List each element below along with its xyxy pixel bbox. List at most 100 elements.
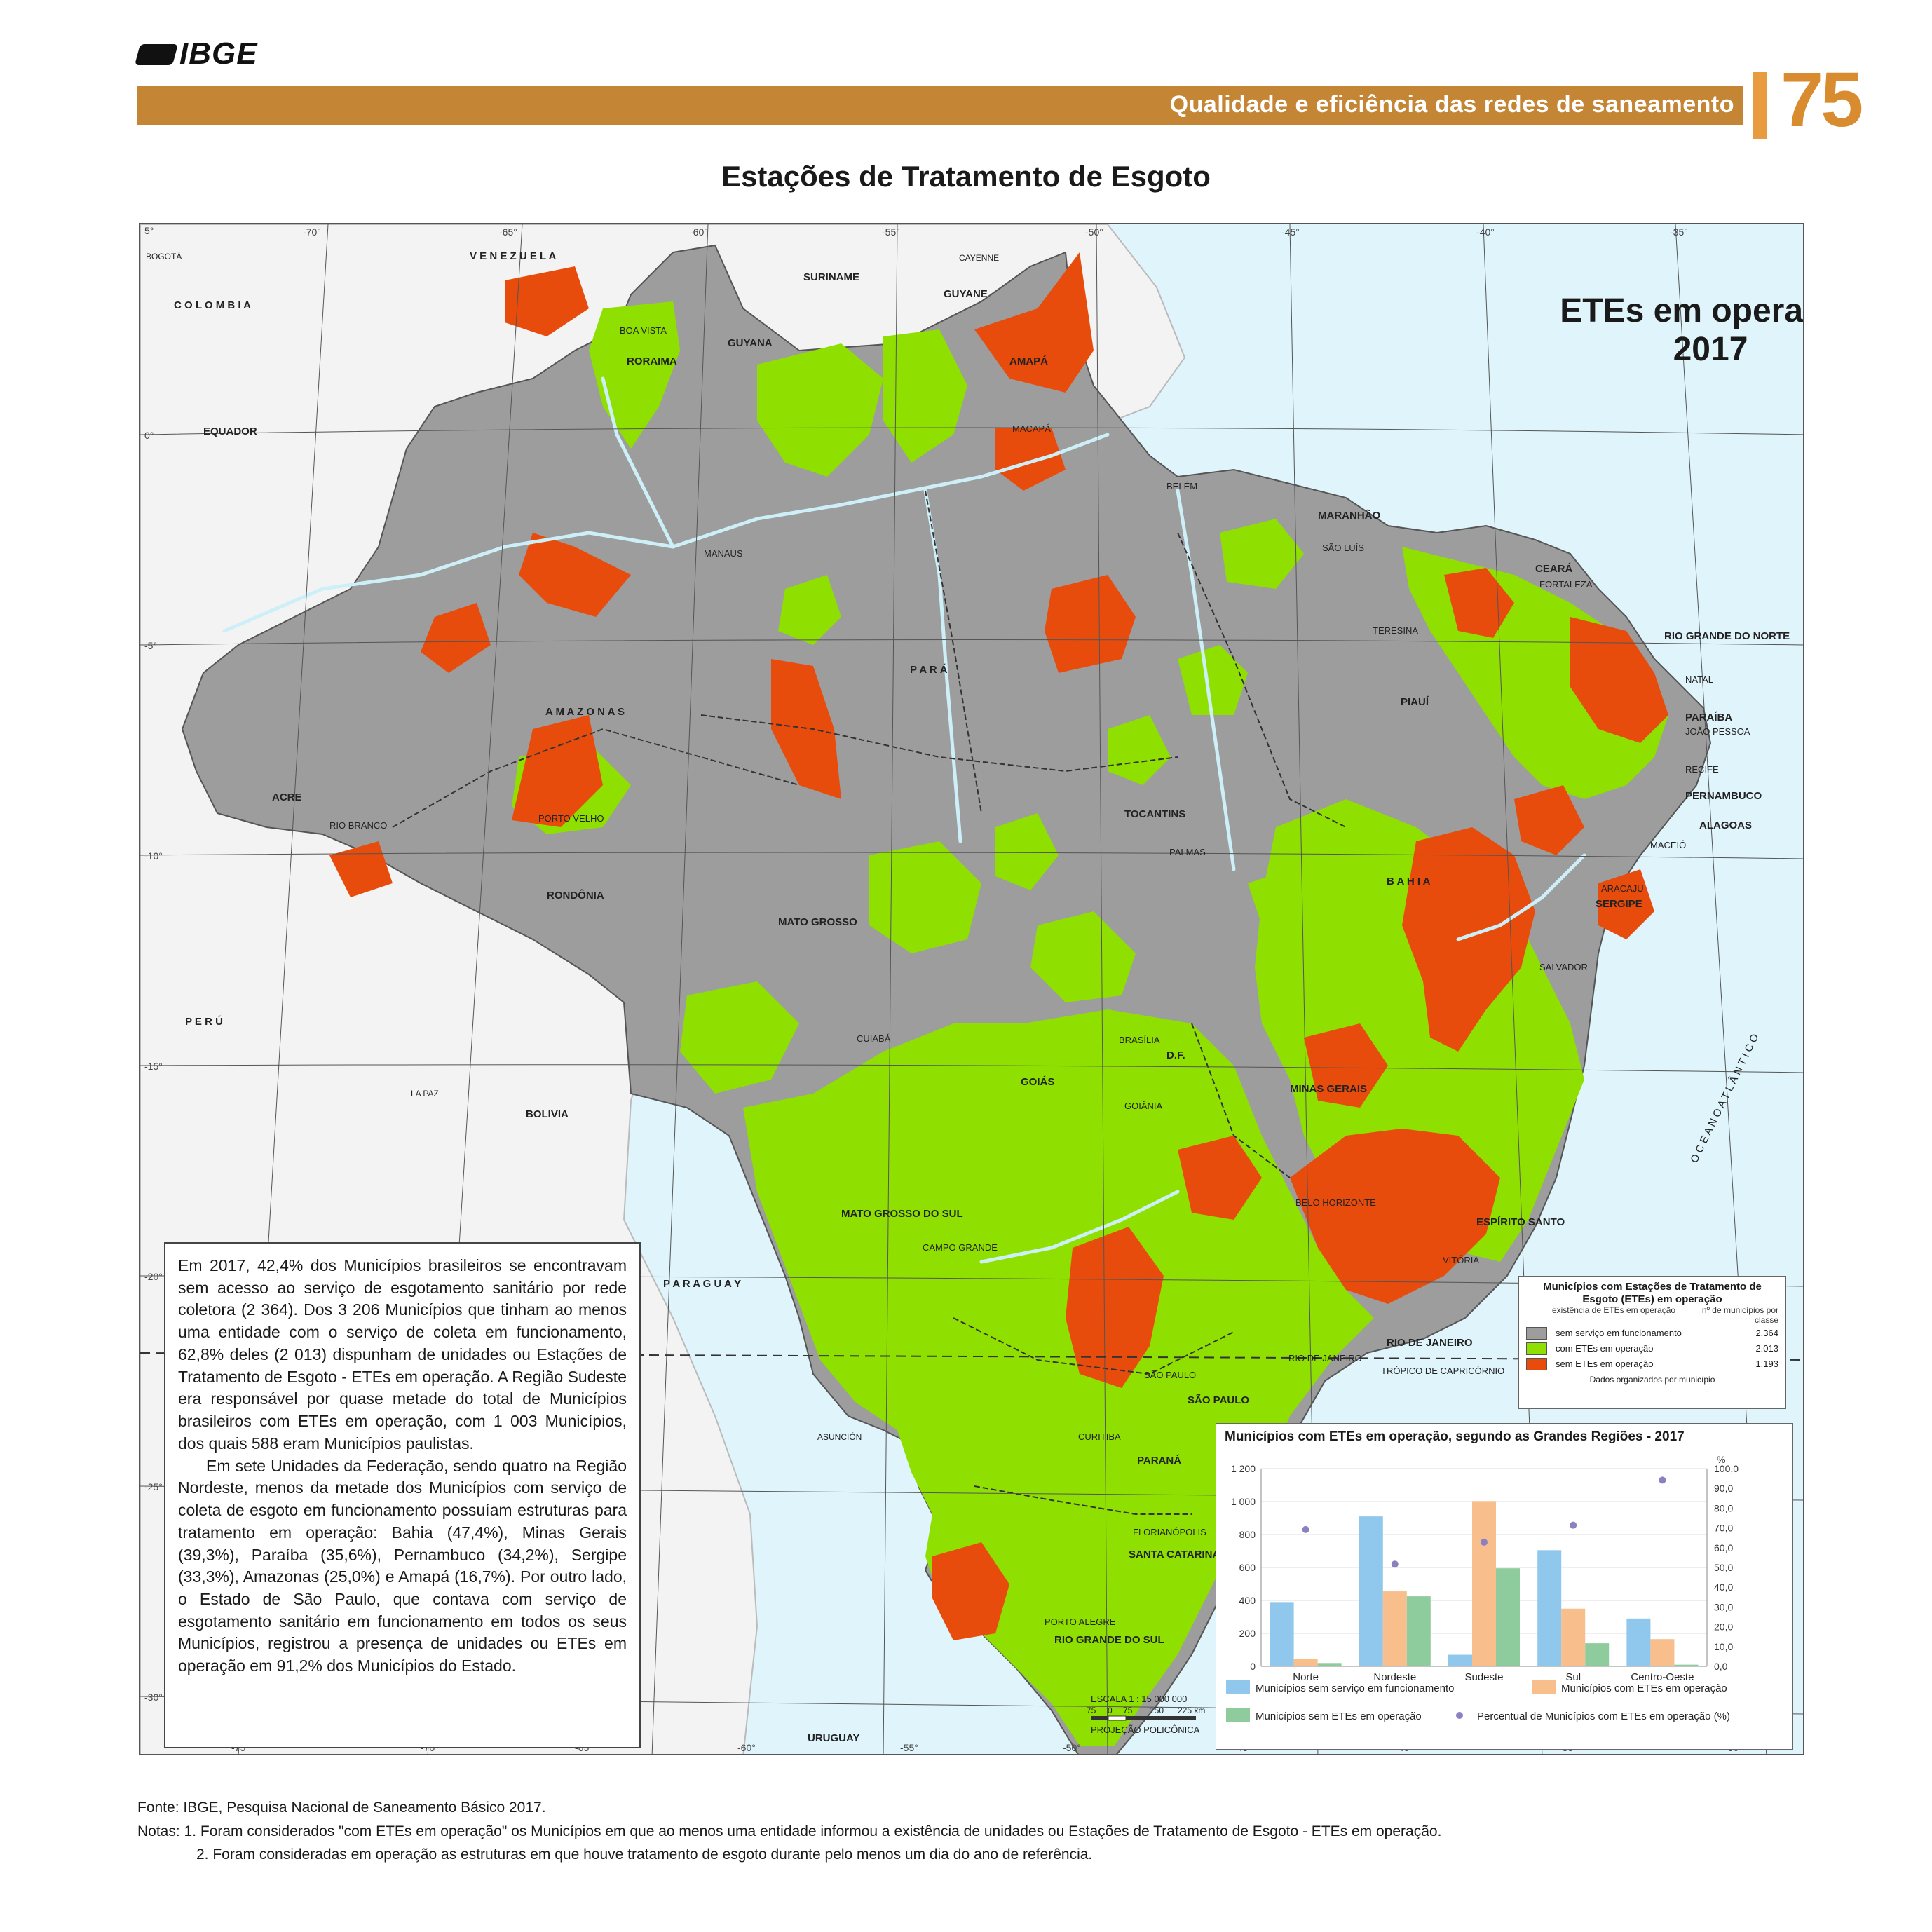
- page-title: Estações de Tratamento de Esgoto: [721, 160, 1211, 193]
- legend-col1-header: existência de ETEs em operação: [1551, 1305, 1676, 1315]
- chart-title: Municípios com ETEs em operação, segundo…: [1225, 1429, 1685, 1444]
- top-lon-label: -40°: [1476, 226, 1495, 238]
- x-category-label: Sudeste: [1464, 1671, 1503, 1683]
- capital-label: VITÓRIA: [1443, 1255, 1479, 1265]
- lat-label: -5°: [144, 640, 157, 651]
- y2-tick-label: 40,0: [1714, 1581, 1733, 1593]
- capital-label: CAMPO GRANDE: [923, 1242, 998, 1253]
- capital-label: NATAL: [1685, 674, 1713, 685]
- country-label: GUYANE: [944, 288, 988, 300]
- lat-label: -20°: [144, 1271, 163, 1282]
- country-label: V E N E Z U E L A: [470, 250, 557, 262]
- legend-item: sem ETEs em operação 1.193: [1526, 1356, 1778, 1372]
- state-label: MATO GROSSO: [778, 916, 857, 928]
- y-tick-label: 800: [1239, 1529, 1256, 1540]
- capital-label: FORTALEZA: [1539, 579, 1593, 590]
- top-lon-label: -70°: [303, 226, 321, 238]
- scale-tick: 75: [1087, 1706, 1096, 1715]
- lat-label: 0°: [144, 430, 154, 441]
- foreign-city-label: BOGOTÁ: [146, 251, 182, 261]
- foreign-city-label: ASUNCIÓN: [817, 1431, 862, 1442]
- capital-label: FLORIANÓPOLIS: [1133, 1527, 1206, 1537]
- page-number: 75: [1781, 57, 1863, 143]
- description-paragraph-2: Em sete Unidades da Federação, sendo qua…: [178, 1456, 627, 1675]
- state-label: RIO GRANDE DO SUL: [1054, 1634, 1164, 1646]
- y-tick-label: 1 000: [1231, 1496, 1256, 1507]
- legend-swatch-gray: [1526, 1326, 1547, 1340]
- x-category-label: Centro-Oeste: [1631, 1671, 1694, 1683]
- description-textbox: Em 2017, 42,4% dos Municípios brasileiro…: [164, 1242, 641, 1748]
- state-label: MATO GROSSO DO SUL: [841, 1208, 963, 1220]
- chart-bar: [1359, 1516, 1383, 1666]
- capital-label: RECIFE: [1685, 764, 1719, 775]
- map-legend: Municípios com Estações de Tratamento de…: [1518, 1276, 1786, 1409]
- lat-label: -10°: [144, 850, 163, 862]
- state-label: RIO GRANDE DO NORTE: [1664, 630, 1790, 642]
- capital-label: CURITIBA: [1078, 1431, 1121, 1442]
- chart-bar: [1448, 1654, 1472, 1666]
- state-label: SANTA CATARINA: [1129, 1549, 1220, 1560]
- chart-bar: [1496, 1568, 1520, 1666]
- map-scale: ESCALA 1 : 15 000 000 75 0 75 150 225 km…: [1087, 1694, 1205, 1735]
- chart-bar: [1650, 1639, 1675, 1666]
- state-label: MINAS GERAIS: [1290, 1083, 1367, 1095]
- state-label: GOIÁS: [1021, 1076, 1054, 1088]
- section-title: Qualidade e eficiência das redes de sane…: [1169, 91, 1734, 118]
- legend-label: com ETEs em operação: [1556, 1343, 1654, 1354]
- lon-label: -60°: [737, 1742, 756, 1753]
- chart-legend-swatch: [1456, 1712, 1463, 1719]
- country-label: URUGUAY: [808, 1732, 859, 1744]
- country-label: EQUADOR: [203, 426, 257, 437]
- capital-label: MACAPÁ: [1012, 423, 1051, 434]
- chart-bar: [1317, 1663, 1342, 1666]
- state-label: PERNAMBUCO: [1685, 790, 1762, 802]
- chart-legend-swatch: [1226, 1680, 1250, 1694]
- chart-plot: 0 200 400 600 800 1 000 1 200 0,0 10,0 20,0 30,0 40…: [1226, 1454, 1739, 1722]
- x-category-label: Sul: [1565, 1671, 1581, 1683]
- legend-item: com ETEs em operação 2.013: [1526, 1341, 1778, 1356]
- y-tick-label: 0: [1250, 1661, 1256, 1672]
- x-category-label: Nordeste: [1373, 1671, 1416, 1683]
- capital-label: BOA VISTA: [620, 325, 667, 336]
- state-label: RIO DE JANEIRO: [1387, 1337, 1473, 1349]
- state-label: CEARÁ: [1535, 563, 1573, 575]
- chart-bar: [1537, 1550, 1562, 1666]
- state-label: PARANÁ: [1137, 1455, 1181, 1467]
- y2-tick-label: 10,0: [1714, 1641, 1733, 1652]
- capital-label: PORTO VELHO: [538, 813, 604, 824]
- top-lon-label: -45°: [1281, 226, 1300, 238]
- description-paragraph-1: Em 2017, 42,4% dos Municípios brasileiro…: [178, 1256, 627, 1453]
- y2-tick-label: 80,0: [1714, 1502, 1733, 1513]
- legend-col2-header: nº de municípios por classe: [1701, 1305, 1778, 1325]
- chart-percent-point: [1570, 1521, 1577, 1529]
- country-label: BOLIVIA: [526, 1108, 569, 1120]
- state-label: SERGIPE: [1596, 898, 1642, 910]
- chart-percent-point: [1302, 1525, 1309, 1533]
- capital-label: BELÉM: [1166, 481, 1197, 491]
- y2-tick-label: 70,0: [1714, 1523, 1733, 1534]
- country-label: P E R Ú: [185, 1015, 223, 1028]
- legend-label: sem serviço em funcionamento: [1556, 1328, 1682, 1339]
- brazil-territory: [181, 244, 1712, 1754]
- chart-percent-point: [1391, 1560, 1399, 1568]
- chart-bar: [1674, 1664, 1699, 1666]
- lat-label: -30°: [144, 1692, 163, 1703]
- header-accent: [1753, 72, 1767, 139]
- foreign-city-label: CAYENNE: [959, 253, 999, 263]
- state-label: MARANHÃO: [1318, 509, 1380, 522]
- chart-legend-label: Percentual de Municípios com ETEs em ope…: [1477, 1710, 1730, 1722]
- top-lon-label: -50°: [1085, 226, 1103, 238]
- capital-label: RIO BRANCO: [329, 820, 387, 831]
- lon-label: -55°: [900, 1742, 918, 1753]
- chart-bar: [1561, 1608, 1586, 1666]
- legend-swatch-red: [1526, 1357, 1547, 1370]
- ibge-logo-icon: [134, 44, 179, 65]
- country-label: SURINAME: [803, 271, 859, 283]
- state-label: B A H I A: [1387, 876, 1431, 887]
- y-tick-label: 1 200: [1231, 1463, 1256, 1474]
- legend-value: 1.193: [1755, 1359, 1778, 1370]
- chart-percent-point: [1659, 1476, 1666, 1484]
- y2-tick-label: 30,0: [1714, 1601, 1733, 1612]
- footer: Fonte: IBGE, Pesquisa Nacional de Saneam…: [137, 1796, 1441, 1867]
- country-label: P A R A G U A Y: [663, 1278, 741, 1290]
